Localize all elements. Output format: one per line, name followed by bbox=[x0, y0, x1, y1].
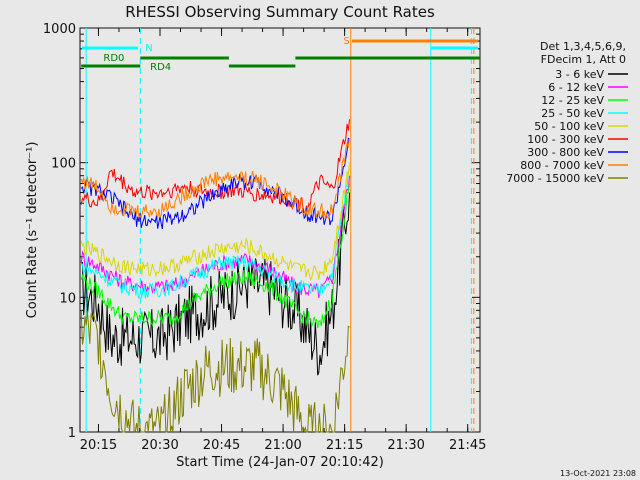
legend-entry-label: 25 - 50 keV bbox=[541, 107, 604, 120]
x-tick-label: 21:45 bbox=[449, 438, 486, 453]
x-tick-label: 20:15 bbox=[80, 438, 117, 453]
legend-entry-label: 100 - 300 keV bbox=[527, 133, 604, 146]
annotation-label: N bbox=[145, 43, 152, 54]
legend-entry-label: 12 - 25 keV bbox=[541, 94, 604, 107]
series-line bbox=[80, 137, 350, 230]
series-line bbox=[80, 310, 350, 434]
x-axis-label: Start Time (24-Jan-07 20:10:42) bbox=[176, 455, 384, 470]
x-tick-label: 21:00 bbox=[264, 438, 301, 453]
series-line bbox=[81, 168, 350, 299]
legend-entry-label: 3 - 6 keV bbox=[555, 68, 604, 81]
annotation-label: RD0 bbox=[103, 53, 124, 64]
legend-entry-label: 6 - 12 keV bbox=[548, 81, 604, 94]
series-line bbox=[80, 138, 350, 220]
x-tick-label: 20:30 bbox=[141, 438, 178, 453]
chart-title: RHESSI Observing Summary Count Rates bbox=[125, 3, 435, 21]
series-line bbox=[80, 162, 350, 281]
legend-entry-label: 50 - 100 keV bbox=[534, 120, 604, 133]
series-lines bbox=[80, 119, 350, 434]
legend-entry-label: 800 - 7000 keV bbox=[520, 159, 604, 172]
annotation-label: S bbox=[343, 36, 349, 47]
series-line bbox=[80, 175, 350, 298]
x-tick-label: 21:30 bbox=[387, 438, 424, 453]
series-line bbox=[80, 192, 350, 376]
status-bars: N RD0 RD4 S bbox=[81, 28, 480, 432]
annotation-label: RD4 bbox=[150, 62, 171, 73]
legend-entry-label: 7000 - 15000 keV bbox=[506, 172, 604, 185]
series-line bbox=[80, 183, 350, 329]
y-tick-label: 100 bbox=[51, 157, 76, 172]
axis-ticks: 20:15 20:30 20:45 21:00 21:15 21:30 21:45 1 10 10… bbox=[43, 22, 487, 453]
timestamp: 13-Oct-2021 23:08 bbox=[560, 469, 636, 478]
legend-entry-label: 300 - 800 keV bbox=[527, 146, 604, 159]
y-tick-label: 1 bbox=[68, 426, 76, 441]
y-tick-label: 1000 bbox=[43, 22, 76, 37]
x-tick-label: 20:45 bbox=[203, 438, 240, 453]
legend-header-line-2: FDecim 1, Att 0 bbox=[541, 53, 626, 66]
plot-frame bbox=[79, 27, 481, 433]
y-tick-label: 10 bbox=[59, 291, 76, 306]
y-axis-label: Count Rate (s⁻¹ detector⁻¹) bbox=[25, 142, 40, 319]
legend-header-line-1: Det 1,3,4,5,6,9, bbox=[540, 40, 626, 53]
x-tick-label: 21:15 bbox=[326, 438, 363, 453]
